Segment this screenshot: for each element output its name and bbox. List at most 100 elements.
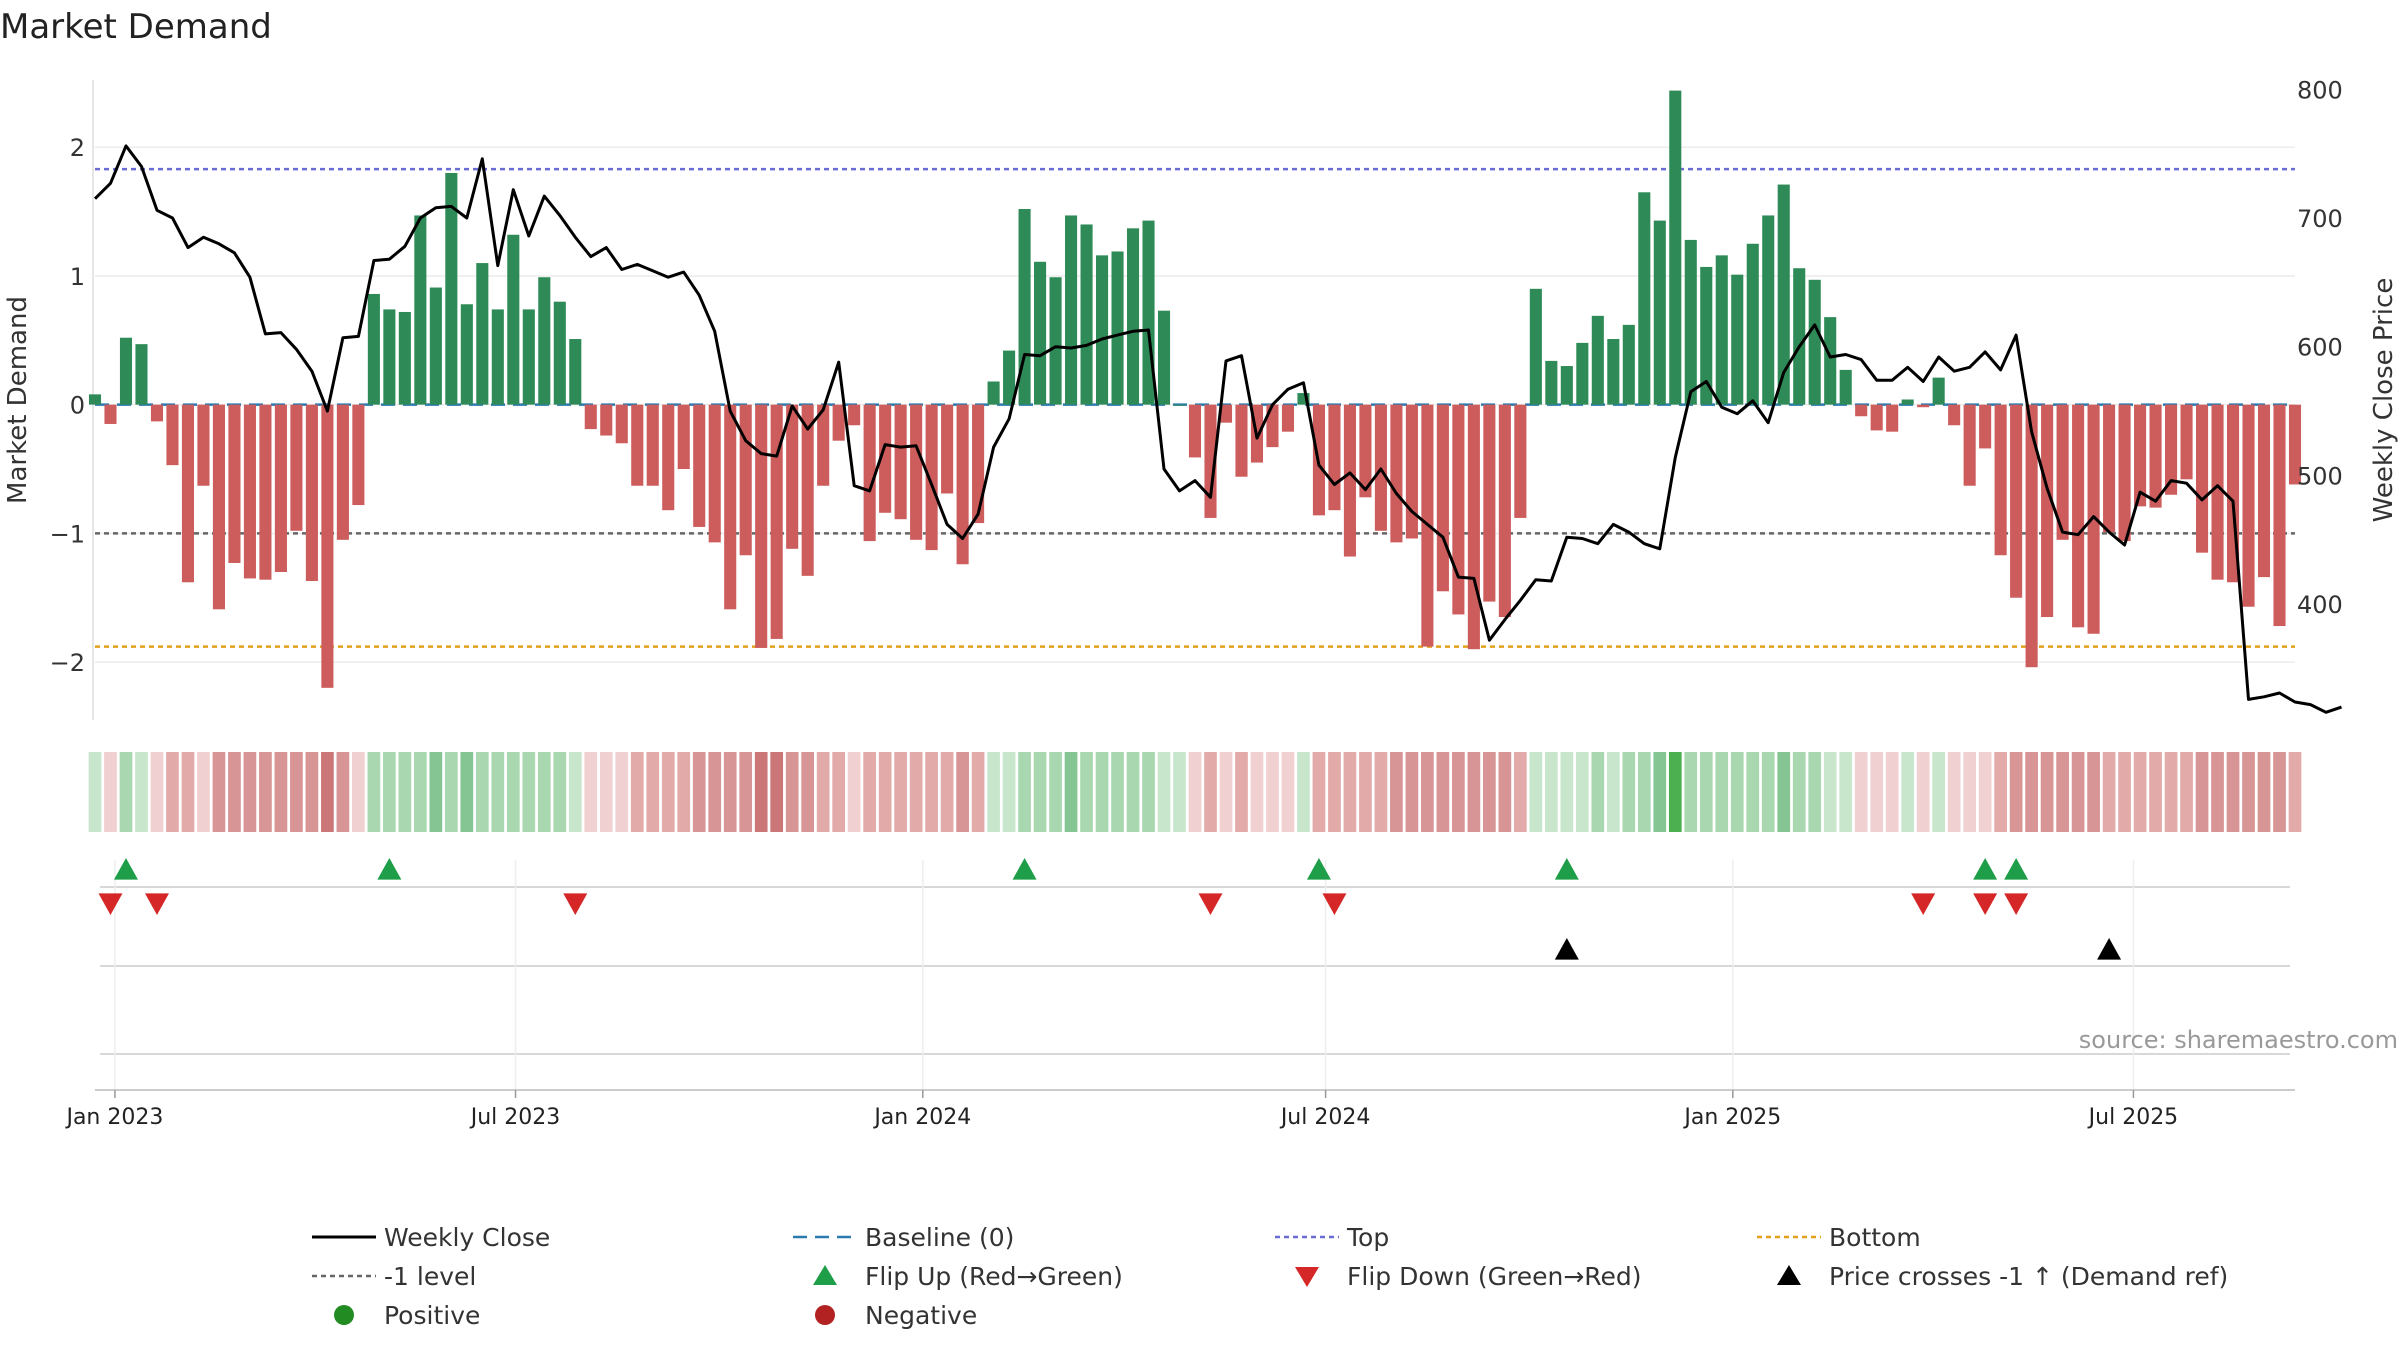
y-tick-label-right: 700 [2297,205,2343,233]
demand-bar [1498,404,1511,618]
strength-tile [2118,752,2131,832]
strength-tile [661,752,675,832]
legend-item-weekly-close: Weekly Close [312,1223,550,1252]
strength-tile [1870,752,1884,832]
strength-tile [1235,752,1248,832]
strength-tile [832,752,846,832]
demand-bar [662,404,675,511]
demand-bar [708,404,721,543]
demand-bar [1343,404,1356,557]
strength-tile [1715,752,1729,832]
y-tick-label-right: 600 [2297,334,2343,362]
demand-bar [894,404,907,520]
flip-up-marker [1554,858,1579,880]
strength-tile [1529,752,1543,832]
demand-bar [1793,268,1806,405]
strength-tile [2009,752,2023,832]
demand-bar [739,404,752,556]
demand-bar [631,404,644,486]
demand-bar [336,404,349,540]
legend-item-baseline-0: Baseline (0) [793,1223,1014,1252]
demand-bar [212,404,225,610]
demand-bar [1359,404,1372,498]
strength-tile [1374,752,1388,832]
flip-down-marker [563,893,588,915]
demand-bar [1405,404,1418,539]
legend-label: Top [1346,1223,1389,1252]
demand-bar [2288,404,2302,485]
strength-tile [1653,752,1667,832]
demand-bar [1204,404,1217,518]
weekly-close-line-layer [93,144,2342,714]
strength-tile [909,752,923,832]
strength-tile [1622,752,1636,832]
demand-bar [1901,399,1914,405]
strength-tile [212,752,226,832]
demand-bar [1824,317,1837,405]
demand-bar [104,404,117,424]
demand-bar [817,404,830,486]
strength-tile [1173,752,1186,832]
strength-tile [2211,752,2224,832]
strength-tile [367,752,381,832]
demand-bar [1157,310,1171,405]
demand-bar [2149,404,2162,508]
strength-tile [1204,752,1217,832]
demand-bars [88,90,2302,688]
strength-tile [1978,752,1992,832]
demand-bar [2165,404,2178,495]
demand-bar [801,404,814,576]
demand-bar [1576,342,1589,405]
strength-tile [88,752,102,832]
demand-bar [1762,215,1775,405]
strength-tile [1219,752,1233,832]
x-tick-label: Jan 2023 [64,1105,163,1130]
strength-tile [723,752,737,832]
demand-bar [1746,243,1759,405]
y-axis-label-right: Weekly Close Price [2369,278,2399,523]
demand-bar [600,404,613,436]
strength-tile [1514,752,1527,832]
strength-tile [1467,752,1481,832]
strength-tile [1916,752,1930,832]
demand-bar [1266,404,1279,448]
strength-tile [119,752,133,832]
demand-bar [1932,377,1945,405]
legend-item-negative: Negative [815,1301,977,1330]
strength-tile [259,752,272,832]
demand-bar [243,404,256,579]
strength-tile [2164,752,2178,832]
flip-down-marker [1198,893,1223,915]
demand-bar [755,404,768,648]
y-axis-label-left: Market Demand [3,296,33,504]
strength-tile [537,752,551,832]
strength-tile [1591,752,1605,832]
strength-tile [104,752,117,832]
demand-bar [2072,404,2085,628]
strength-tile [228,752,241,832]
flip-up-marker [113,858,138,880]
demand-bar [228,404,241,563]
strength-tile [352,752,365,832]
strength-tile [1436,752,1450,832]
strength-tile [383,752,396,832]
x-tick-label: Jul 2023 [469,1105,561,1130]
demand-bar [1917,404,1930,408]
demand-bar [1235,404,1248,477]
strength-tile [290,752,303,832]
strength-tile [398,752,412,832]
y-tick-label-right: 800 [2297,76,2343,104]
strength-tile [739,752,753,832]
demand-bar [693,404,706,527]
strength-tile [1126,752,1140,832]
demand-bar [2196,404,2209,553]
strength-tile [1575,752,1589,832]
demand-bar [832,404,845,441]
legend-label: Baseline (0) [865,1223,1014,1252]
demand-bar [274,404,287,572]
demand-bar [1111,251,1124,405]
y-tick-label-left: 0 [70,392,85,420]
strength-tile [770,752,784,832]
flip-down-marker [1911,893,1936,915]
